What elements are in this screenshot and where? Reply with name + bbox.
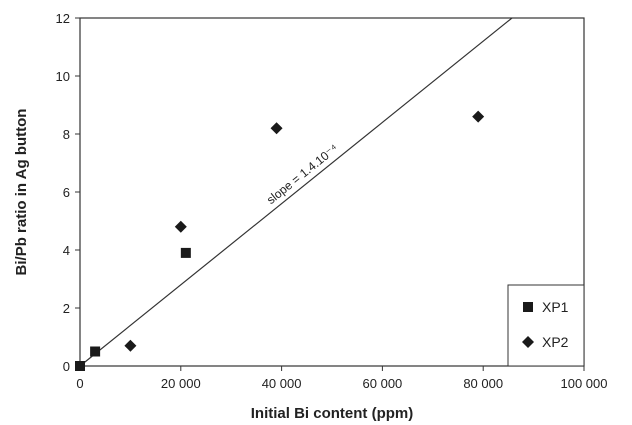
- x-tick-label: 80 000: [463, 376, 503, 391]
- data-point-xp1: [180, 247, 191, 258]
- legend: XP1 XP2: [507, 284, 585, 367]
- trendline: [79, 17, 513, 367]
- legend-marker-xp1: [523, 302, 533, 312]
- x-tick-label: 100 000: [561, 376, 608, 391]
- y-tick-label: 12: [56, 11, 70, 26]
- axis-ticks: 0 20 000 40 000 60 000 80 000 100 000 0 2 4 6 8 10 1…: [56, 11, 608, 391]
- y-tick-label: 2: [63, 301, 70, 316]
- data-point-xp2: [174, 220, 187, 233]
- y-tick-label: 10: [56, 69, 70, 84]
- slope-annotation: slope = 1.4.10⁻⁴: [264, 141, 341, 207]
- data-point-xp2: [124, 339, 137, 352]
- trendline-group: [79, 17, 513, 367]
- data-point-xp1: [75, 361, 85, 371]
- y-tick-label: 6: [63, 185, 70, 200]
- x-tick-label: 60 000: [363, 376, 403, 391]
- y-tick-label: 0: [63, 359, 70, 374]
- y-axis-title: Bi/Pb ratio in Ag button: [13, 109, 30, 276]
- data-point-xp2: [270, 122, 283, 135]
- x-axis-title: Initial Bi content (ppm): [251, 405, 414, 422]
- y-tick-label: 4: [63, 243, 70, 258]
- data-marks: [75, 110, 485, 371]
- x-tick-label: 0: [76, 376, 83, 391]
- legend-marker-xp2: [522, 336, 534, 348]
- legend-label-xp1: XP1: [542, 299, 569, 315]
- legend-label-xp2: XP2: [542, 334, 569, 350]
- data-point-xp1: [90, 346, 101, 357]
- y-tick-label: 8: [63, 127, 70, 142]
- x-tick-label: 40 000: [262, 376, 302, 391]
- legend-box: [507, 284, 585, 367]
- data-point-xp2: [472, 110, 485, 123]
- x-tick-label: 20 000: [161, 376, 201, 391]
